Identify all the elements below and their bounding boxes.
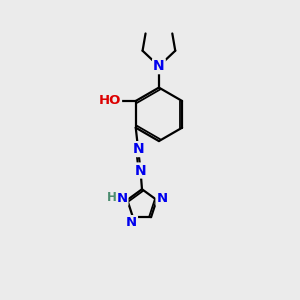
Text: N: N	[132, 142, 144, 156]
Text: N: N	[116, 192, 128, 205]
Text: N: N	[157, 192, 168, 205]
Text: N: N	[153, 59, 165, 73]
Text: N: N	[126, 216, 137, 229]
Text: N: N	[135, 164, 146, 178]
Text: H: H	[107, 191, 117, 204]
Text: HO: HO	[99, 94, 121, 107]
